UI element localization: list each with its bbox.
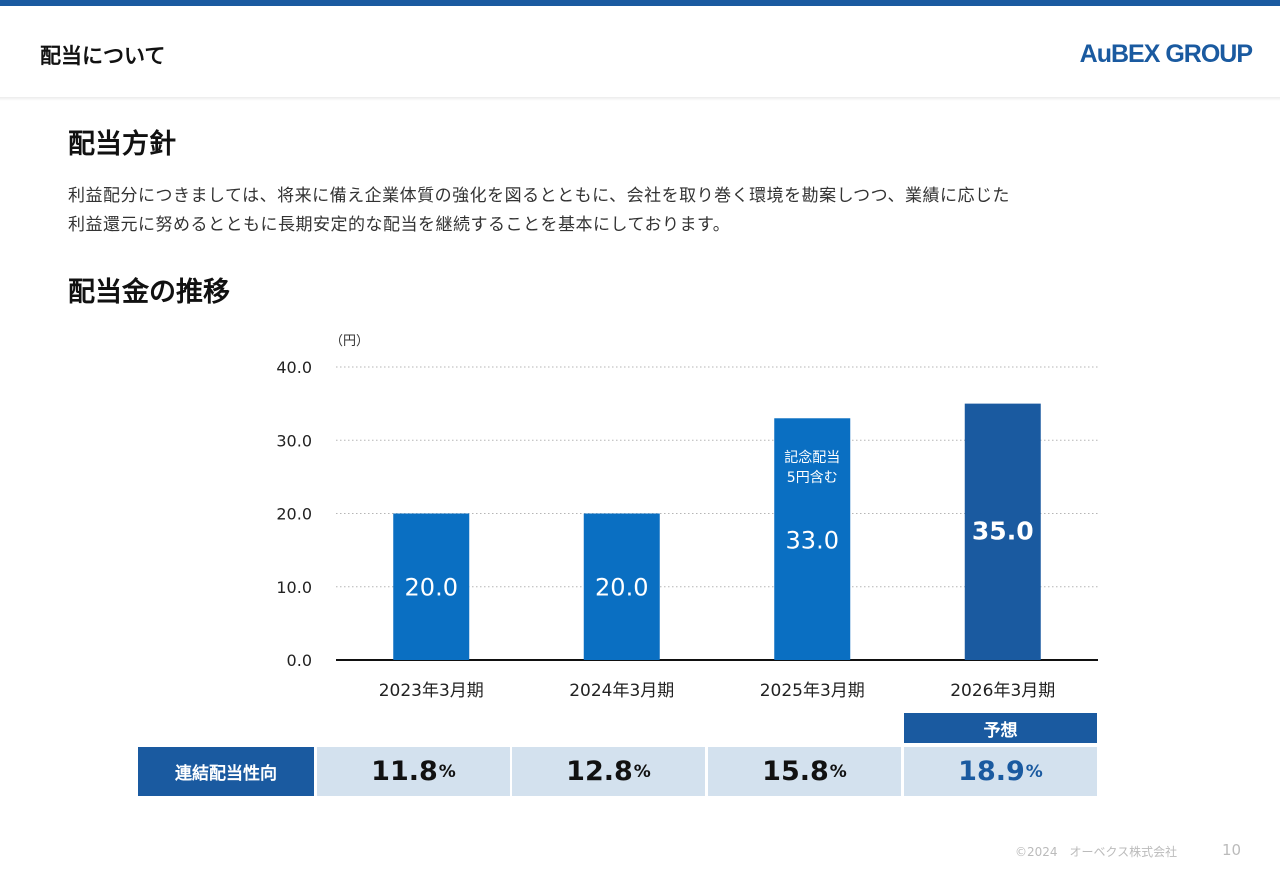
header-divider [0,97,1280,101]
bar [964,403,1041,660]
payout-ratio-cell: 11.8% [317,747,510,796]
page-title: 配当について [40,44,166,68]
bar-value-label: 20.0 [405,574,458,602]
payout-ratio-value: 12.8 [566,756,633,787]
y-tick-label: 30.0 [276,431,312,450]
policy-line-1: 利益配分につきましては、将来に備え企業体質の強化を図るとともに、会社を取り巻く環… [68,186,1010,206]
bar-value-label: 35.0 [972,517,1034,546]
bar [393,513,470,660]
bar-annotation-text: 5円含む [787,470,838,486]
y-tick-label: 40.0 [276,358,312,377]
x-category-label: 2025年3月期 [760,681,865,701]
x-category-label: 2024年3月期 [569,681,674,701]
payout-ratio-label: 連結配当性向 [138,747,314,796]
percent-unit: % [633,761,651,782]
y-tick-label: 20.0 [276,505,312,524]
y-tick-label: 10.0 [276,578,312,597]
x-category-label: 2023年3月期 [379,681,484,701]
payout-ratio-value: 18.9 [958,756,1025,787]
payout-ratio-value: 11.8 [371,756,438,787]
copyright: ©2024 オーベクス株式会社 [1015,845,1178,859]
y-axis-unit-label: （円） [330,334,369,349]
company-logo: AuBEX GROUP [1079,40,1253,68]
bar [583,513,660,660]
x-category-label: 2026年3月期 [950,681,1055,701]
percent-unit: % [829,761,847,782]
policy-text: 利益配分につきましては、将来に備え企業体質の強化を図るとともに、会社を取り巻く環… [68,182,1010,240]
bar-value-label: 20.0 [595,574,648,602]
payout-ratio-value: 15.8 [762,756,829,787]
forecast-badge: 予想 [904,713,1097,743]
percent-unit: % [438,761,456,782]
bar-value-label: 33.0 [786,526,839,554]
bar [774,418,851,660]
top-accent-bar [0,0,1280,6]
chart-heading: 配当金の推移 [68,277,230,308]
y-tick-label: 0.0 [287,651,312,670]
bar-annotation-text: 記念配当 [784,449,840,466]
policy-heading: 配当方針 [68,129,176,160]
payout-ratio-cell-forecast: 18.9% [904,747,1097,796]
policy-line-2: 利益還元に努めるとともに長期安定的な配当を継続することを基本にしております。 [68,215,731,235]
page-number: 10 [1222,841,1242,859]
payout-ratio-cell: 15.8% [708,747,901,796]
payout-ratio-cell: 12.8% [512,747,705,796]
percent-unit: % [1025,761,1043,782]
